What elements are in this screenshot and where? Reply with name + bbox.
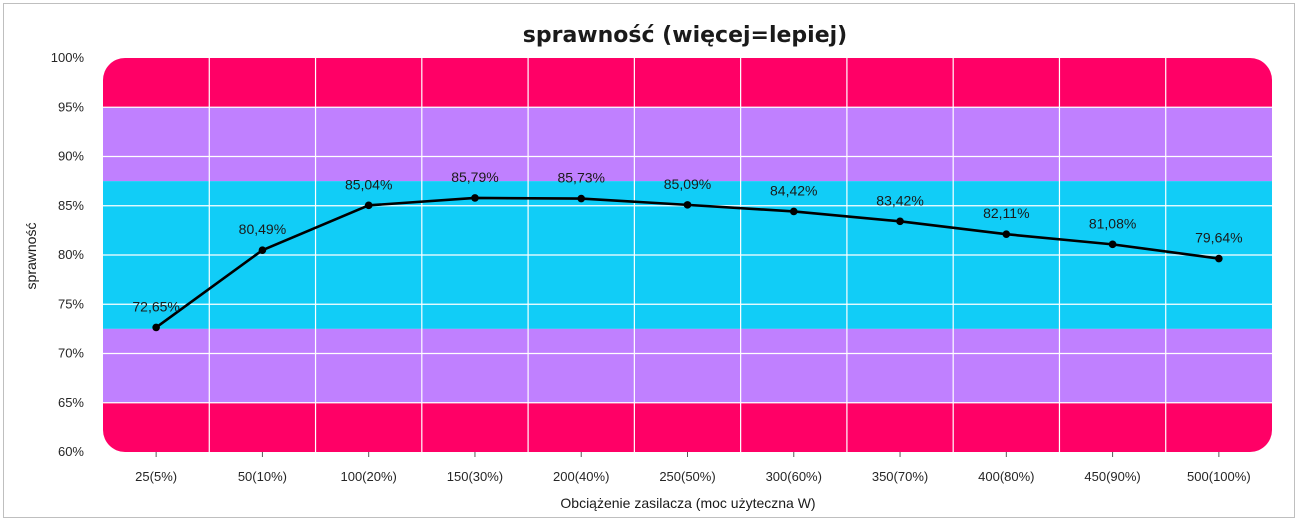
y-axis-ticks: 100% 95% 90% 85% 80% 75% 70% 65% 60%: [51, 50, 85, 459]
data-label: 81,08%: [1089, 215, 1136, 231]
data-label: 83,42%: [876, 192, 923, 208]
x-axis-label: Obciążenie zasilacza (moc użyteczna W): [560, 495, 815, 511]
data-label: 79,64%: [1195, 230, 1242, 246]
y-tick-label: 60%: [58, 444, 84, 459]
chart-title: sprawność (więcej=lepiej): [523, 23, 847, 48]
x-tick-label: 250(50%): [659, 469, 715, 484]
y-tick-label: 100%: [51, 50, 85, 65]
band-0: [103, 58, 1272, 108]
x-tick-label: 350(70%): [872, 469, 928, 484]
y-tick-label: 75%: [58, 296, 84, 311]
data-point: [152, 323, 160, 332]
data-label: 80,49%: [239, 221, 286, 237]
band-3: [103, 328, 1272, 403]
y-tick-label: 90%: [58, 149, 84, 164]
data-label: 72,65%: [132, 298, 179, 314]
x-axis-ticks: 25(5%) 50(10%) 100(20%) 150(30%) 200(40%) 250…: [135, 469, 1250, 484]
y-tick-label: 70%: [58, 346, 84, 361]
data-point: [896, 217, 904, 226]
x-tick-label: 450(90%): [1084, 469, 1140, 484]
data-point: [1215, 254, 1223, 263]
y-tick-label: 85%: [58, 198, 84, 213]
band-4: [103, 402, 1272, 452]
data-point: [471, 194, 479, 202]
data-point: [789, 207, 798, 216]
y-tick-label: 65%: [58, 395, 84, 410]
data-point: [1108, 240, 1117, 249]
data-point: [1002, 230, 1011, 239]
data-point: [258, 246, 267, 254]
data-label: 85,09%: [664, 176, 711, 192]
x-tick-label: 150(30%): [447, 469, 503, 484]
data-labels: 72,65% 80,49% 85,04% 85,79% 85,73% 85,09% 84,4…: [132, 169, 1242, 314]
x-tick-label: 300(60%): [766, 469, 822, 484]
data-label: 85,79%: [451, 169, 498, 185]
x-tick-label: 500(100%): [1187, 469, 1251, 484]
y-axis-label: sprawność: [23, 223, 39, 290]
data-label: 85,73%: [557, 170, 604, 186]
y-tick-label: 95%: [58, 99, 84, 114]
x-tick-label: 400(80%): [978, 469, 1034, 484]
x-tick-label: 200(40%): [553, 469, 609, 484]
x-tick-label: 50(10%): [238, 469, 287, 484]
x-tick-label: 25(5%): [135, 469, 177, 484]
data-label: 82,11%: [983, 205, 1029, 221]
x-tick-label: 100(20%): [340, 469, 396, 484]
data-point: [683, 201, 692, 209]
data-point: [577, 194, 586, 203]
y-tick-label: 80%: [58, 247, 84, 262]
series-line-group: [152, 194, 1223, 332]
data-point: [364, 201, 373, 210]
data-label: 85,04%: [345, 176, 392, 192]
band-1: [103, 107, 1272, 182]
data-label: 84,42%: [770, 182, 817, 198]
